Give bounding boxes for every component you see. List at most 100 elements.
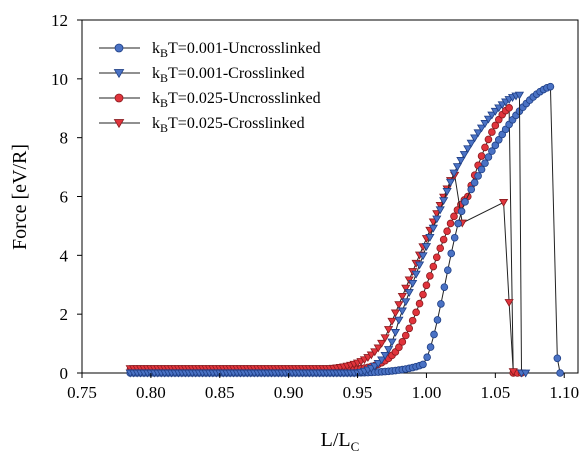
y-axis-title: Force [eV/R] bbox=[9, 144, 31, 250]
data-point bbox=[442, 188, 452, 196]
data-point bbox=[380, 334, 390, 343]
data-point bbox=[430, 330, 438, 339]
x-tick-label: 0.85 bbox=[205, 383, 235, 402]
axis-ticks: 0.75 0.80 0.85 0.90 0.95 1.00 1.05 1.10 0 2 4 6 8 10 1… bbox=[51, 11, 579, 402]
legend-label-pre: k bbox=[152, 90, 160, 107]
data-point bbox=[436, 244, 445, 253]
data-point bbox=[488, 128, 496, 136]
series-2 bbox=[126, 104, 526, 377]
series-line bbox=[130, 94, 526, 374]
legend-label-sub: B bbox=[160, 46, 168, 60]
data-point bbox=[487, 111, 497, 120]
data-point bbox=[390, 309, 401, 318]
data-point bbox=[457, 207, 466, 216]
legend-label-post: T=0.001-Uncrosslinked bbox=[168, 40, 321, 57]
data-point bbox=[504, 299, 514, 307]
data-point bbox=[405, 324, 414, 333]
legend-marker bbox=[113, 69, 125, 79]
data-point bbox=[474, 172, 482, 180]
data-point bbox=[454, 219, 462, 228]
data-point bbox=[452, 163, 463, 172]
data-point bbox=[433, 316, 442, 324]
data-point bbox=[421, 243, 432, 252]
data-point bbox=[373, 344, 383, 353]
data-point bbox=[443, 266, 452, 274]
data-point bbox=[461, 198, 469, 206]
data-point bbox=[395, 343, 403, 352]
data-point bbox=[418, 252, 428, 261]
legend-marker bbox=[114, 43, 124, 53]
data-point bbox=[477, 152, 486, 160]
y-tick-label: 4 bbox=[60, 246, 69, 265]
series-3 bbox=[125, 171, 518, 377]
data-point bbox=[394, 301, 404, 310]
data-point bbox=[508, 368, 518, 377]
data-point bbox=[494, 136, 503, 144]
series-line bbox=[130, 106, 522, 374]
data-point bbox=[415, 299, 424, 308]
data-point bbox=[445, 178, 456, 187]
legend-label-pre: k bbox=[152, 40, 160, 57]
data-point bbox=[408, 279, 418, 288]
data-point bbox=[412, 308, 420, 317]
data-point bbox=[435, 206, 445, 215]
data-series-layer bbox=[125, 82, 564, 378]
x-axis-title-subscript: C bbox=[351, 439, 360, 454]
data-point bbox=[370, 348, 380, 357]
data-point bbox=[439, 197, 449, 206]
data-point bbox=[449, 169, 459, 178]
legend-label: kBT=0.025-Crosslinked bbox=[152, 115, 305, 135]
data-point bbox=[419, 290, 427, 299]
data-point bbox=[480, 120, 490, 128]
data-point bbox=[401, 298, 411, 307]
x-axis-title-main: L/L bbox=[321, 429, 351, 451]
data-point bbox=[383, 326, 394, 334]
data-point bbox=[383, 346, 394, 354]
data-point bbox=[387, 317, 397, 326]
legend-item: kBT=0.025-Uncrosslinked bbox=[99, 90, 321, 110]
data-point bbox=[488, 147, 496, 155]
data-point bbox=[439, 235, 448, 244]
data-point bbox=[556, 369, 564, 377]
data-point bbox=[377, 339, 387, 348]
data-point bbox=[411, 270, 421, 279]
y-tick-label: 8 bbox=[60, 129, 69, 148]
data-point bbox=[414, 261, 425, 270]
legend-item: kBT=0.001-Crosslinked bbox=[99, 65, 305, 85]
data-point bbox=[498, 199, 509, 207]
data-point bbox=[419, 360, 427, 369]
legend-label-pre: k bbox=[152, 65, 160, 82]
data-point bbox=[473, 129, 483, 138]
legend-label-post: T=0.025-Crosslinked bbox=[168, 115, 305, 132]
data-point bbox=[446, 219, 455, 228]
data-point bbox=[491, 141, 500, 150]
legend-label-sub: B bbox=[160, 71, 168, 85]
data-point bbox=[428, 224, 438, 233]
data-point bbox=[373, 360, 383, 368]
legend-label-pre: k bbox=[152, 115, 160, 132]
data-point bbox=[470, 134, 480, 143]
data-point bbox=[397, 307, 407, 316]
data-point bbox=[432, 253, 441, 262]
legend-label-sub: B bbox=[160, 96, 168, 110]
data-point bbox=[437, 300, 445, 308]
series-line bbox=[130, 173, 514, 372]
data-point bbox=[426, 272, 434, 280]
data-point bbox=[398, 338, 407, 346]
x-tick-label: 1.05 bbox=[480, 383, 510, 402]
data-point bbox=[477, 165, 486, 174]
data-point bbox=[401, 331, 410, 340]
data-point bbox=[467, 185, 476, 194]
data-point bbox=[377, 356, 387, 365]
legend-label: kBT=0.001-Crosslinked bbox=[152, 65, 305, 85]
data-point bbox=[490, 107, 500, 116]
series-1 bbox=[125, 91, 531, 378]
data-point bbox=[463, 145, 473, 154]
legend-label-post: T=0.025-Uncrosslinked bbox=[168, 90, 321, 107]
data-point bbox=[481, 143, 489, 152]
data-point bbox=[401, 284, 411, 293]
legend-item: kBT=0.025-Crosslinked bbox=[99, 115, 305, 135]
data-point bbox=[514, 91, 525, 100]
data-point bbox=[380, 351, 390, 360]
data-point bbox=[440, 283, 449, 291]
